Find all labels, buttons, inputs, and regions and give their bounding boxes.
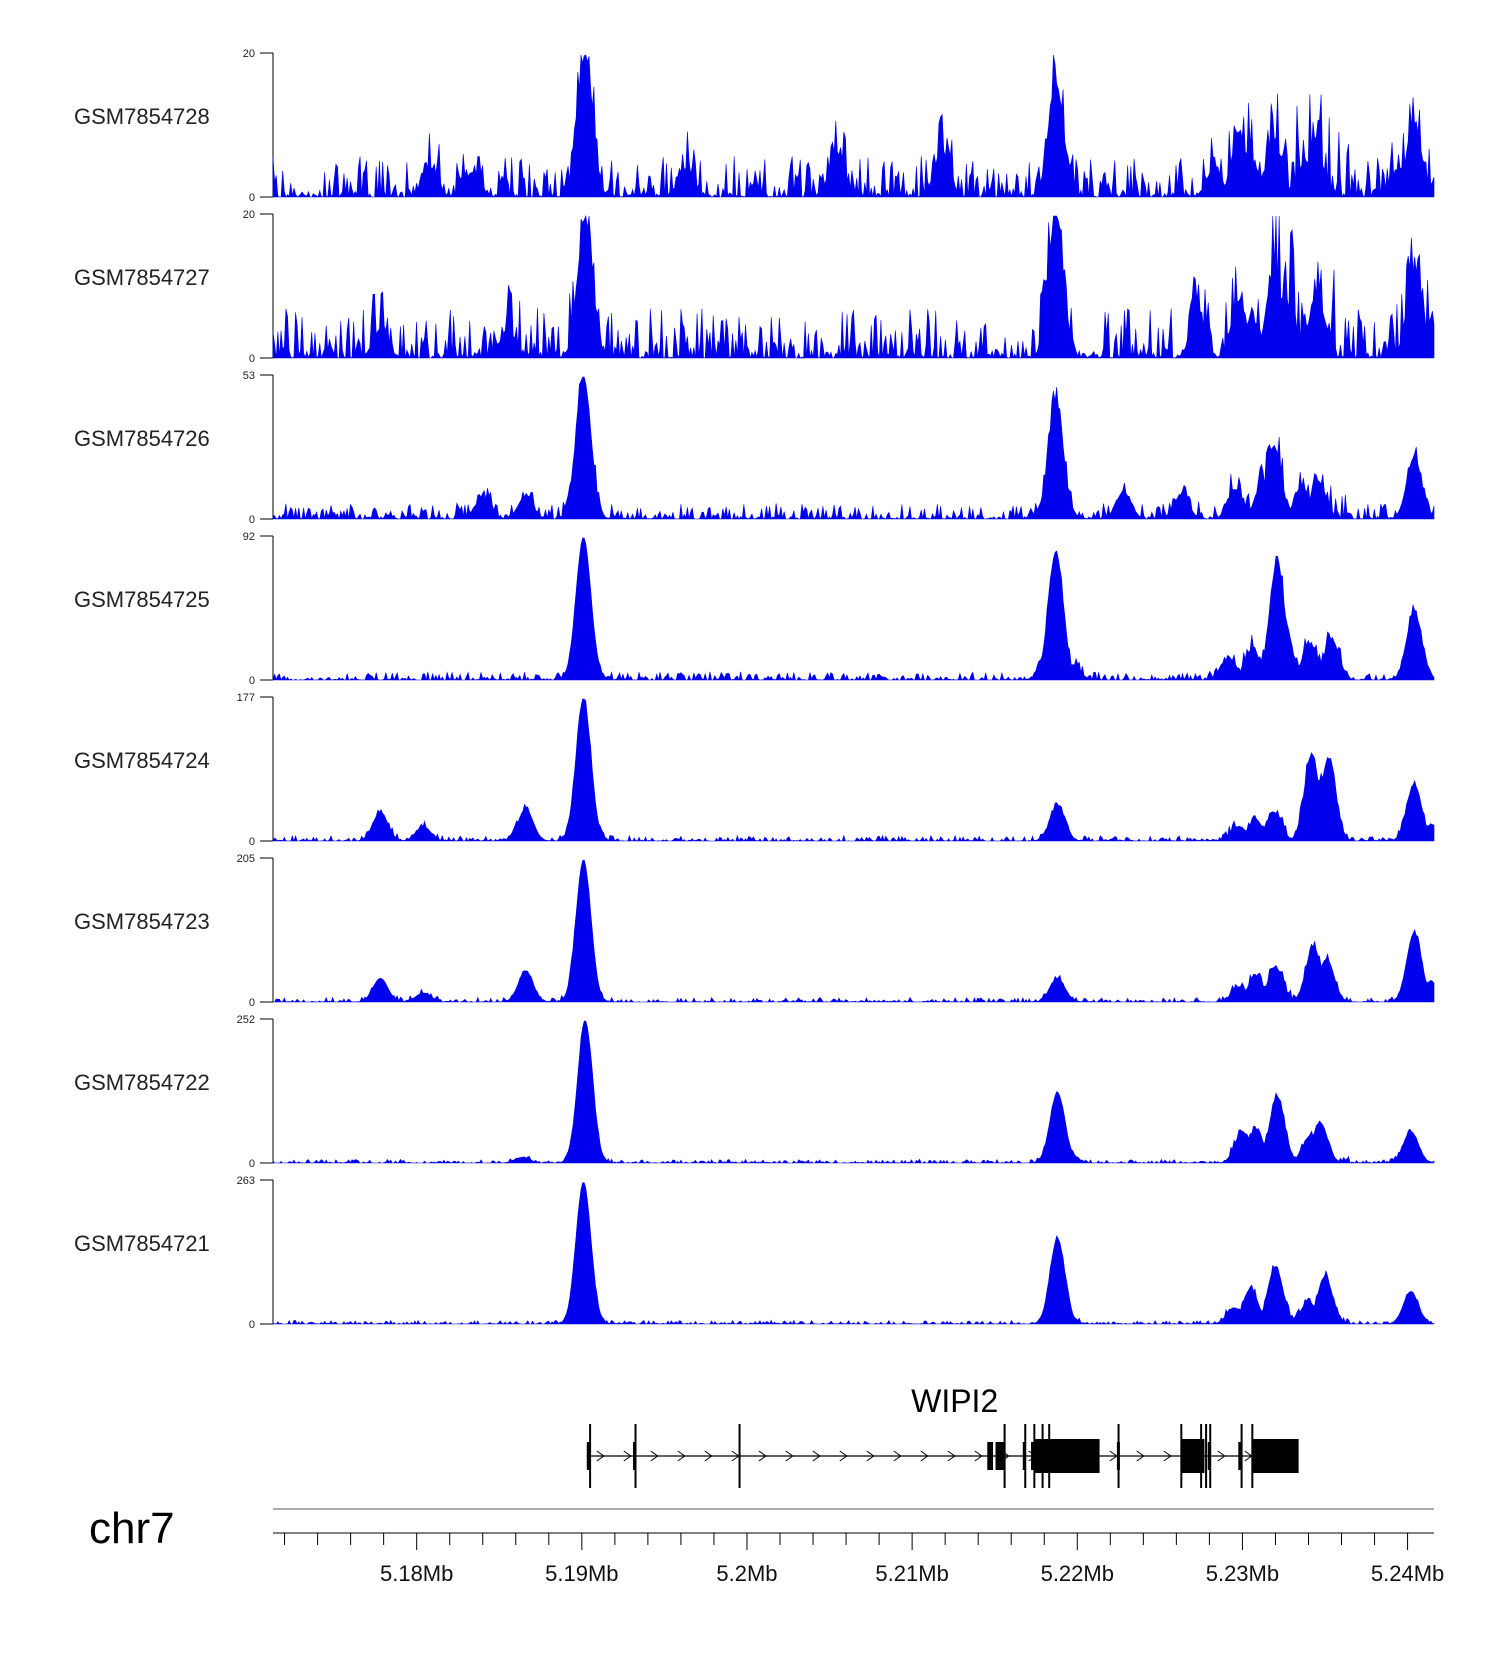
x-tick-label: 5.22Mb <box>1041 1561 1114 1586</box>
strand-arrow <box>1163 1450 1172 1462</box>
y-tick-max-label: 252 <box>237 1014 255 1026</box>
strand-arrow <box>947 1450 956 1462</box>
y-tick-min-label: 0 <box>249 353 255 365</box>
coverage-area <box>272 1020 1435 1164</box>
strand-arrow <box>839 1450 848 1462</box>
track-name-label: GSM7854728 <box>74 104 210 129</box>
strand-arrow <box>704 1450 713 1462</box>
strand-arrow <box>1109 1450 1118 1462</box>
genomic-axis: chr7 5.18Mb 5.19Mb 5.2Mb 5.21Mb 5.22Mb 5.23Mb… <box>89 1504 1444 1586</box>
coverage-area <box>272 376 1435 520</box>
exon-block <box>1031 1442 1035 1470</box>
y-tick-max-label: 92 <box>243 531 255 543</box>
exon-block <box>995 1442 1005 1470</box>
coverage-area <box>272 1182 1435 1325</box>
track-GSM7854724: GSM7854724 177 0 <box>74 692 1435 848</box>
strand-arrow <box>866 1450 875 1462</box>
y-tick-max-label: 53 <box>243 370 255 382</box>
x-tick-label: 5.2Mb <box>716 1561 777 1586</box>
exon-block <box>586 1442 591 1470</box>
track-name-label: GSM7854722 <box>74 1070 210 1095</box>
y-tick-min-label: 0 <box>249 1319 255 1331</box>
y-tick-max-label: 20 <box>243 209 255 221</box>
x-tick-label: 5.21Mb <box>875 1561 948 1586</box>
track-name-label: GSM7854723 <box>74 909 210 934</box>
exon-block <box>1033 1439 1068 1473</box>
strand-arrow <box>893 1450 902 1462</box>
y-tick-min-label: 0 <box>249 1158 255 1170</box>
y-tick-max-label: 20 <box>243 48 255 60</box>
coverage-area <box>272 859 1435 1003</box>
x-tick-label: 5.23Mb <box>1206 1561 1279 1586</box>
coverage-tracks: GSM7854728200GSM7854727200GSM7854726530G… <box>74 48 1435 1331</box>
y-tick-min-label: 0 <box>249 675 255 687</box>
x-tick-label: 5.18Mb <box>380 1561 453 1586</box>
strand-arrow <box>677 1450 686 1462</box>
strand-arrow <box>1136 1450 1145 1462</box>
y-tick-min-label: 0 <box>249 514 255 526</box>
strand-arrow <box>1217 1450 1226 1462</box>
y-tick-min-label: 0 <box>249 997 255 1009</box>
strand-arrow <box>785 1450 794 1462</box>
y-tick-max-label: 177 <box>237 692 255 704</box>
track-GSM7854728: GSM7854728 20 0 <box>74 48 1435 204</box>
chromosome-label: chr7 <box>89 1504 175 1553</box>
strand-arrow <box>758 1450 767 1462</box>
y-tick-max-label: 205 <box>237 853 255 865</box>
strand-arrow <box>974 1450 983 1462</box>
strand-arrow <box>650 1450 659 1462</box>
coverage-area <box>272 537 1435 682</box>
exon-block <box>1181 1439 1205 1473</box>
exon-block <box>1065 1439 1100 1473</box>
track-name-label: GSM7854724 <box>74 748 210 773</box>
track-name-label: GSM7854726 <box>74 426 210 451</box>
gene-name-label: WIPI2 <box>911 1383 998 1419</box>
strand-arrow <box>920 1450 929 1462</box>
strand-arrow <box>812 1450 821 1462</box>
y-tick-min-label: 0 <box>249 192 255 204</box>
strand-arrow <box>623 1450 632 1462</box>
y-tick-max-label: 263 <box>237 1175 255 1187</box>
y-tick-min-label: 0 <box>249 836 255 848</box>
track-GSM7854727: GSM7854727 20 0 <box>74 209 1435 365</box>
track-GSM7854725: GSM7854725 92 0 <box>74 531 1435 687</box>
strand-arrow <box>596 1450 605 1462</box>
x-tick-label: 5.19Mb <box>545 1561 618 1586</box>
track-GSM7854721: GSM7854721 263 0 <box>74 1175 1435 1331</box>
track-GSM7854726: GSM7854726 53 0 <box>74 370 1435 526</box>
track-GSM7854723: GSM7854723 205 0 <box>74 853 1435 1009</box>
track-name-label: GSM7854727 <box>74 265 210 290</box>
coverage-area <box>272 54 1435 198</box>
exon-block <box>987 1442 994 1470</box>
x-tick-label: 5.24Mb <box>1371 1561 1444 1586</box>
exon-block <box>1251 1439 1299 1473</box>
exon-block <box>1238 1442 1242 1470</box>
coverage-area <box>272 698 1435 842</box>
track-GSM7854722: GSM7854722 252 0 <box>74 1014 1435 1170</box>
track-name-label: GSM7854725 <box>74 587 210 612</box>
gene-annotation-track: WIPI2 <box>586 1383 1299 1488</box>
coverage-area <box>272 214 1435 360</box>
track-name-label: GSM7854721 <box>74 1231 210 1256</box>
